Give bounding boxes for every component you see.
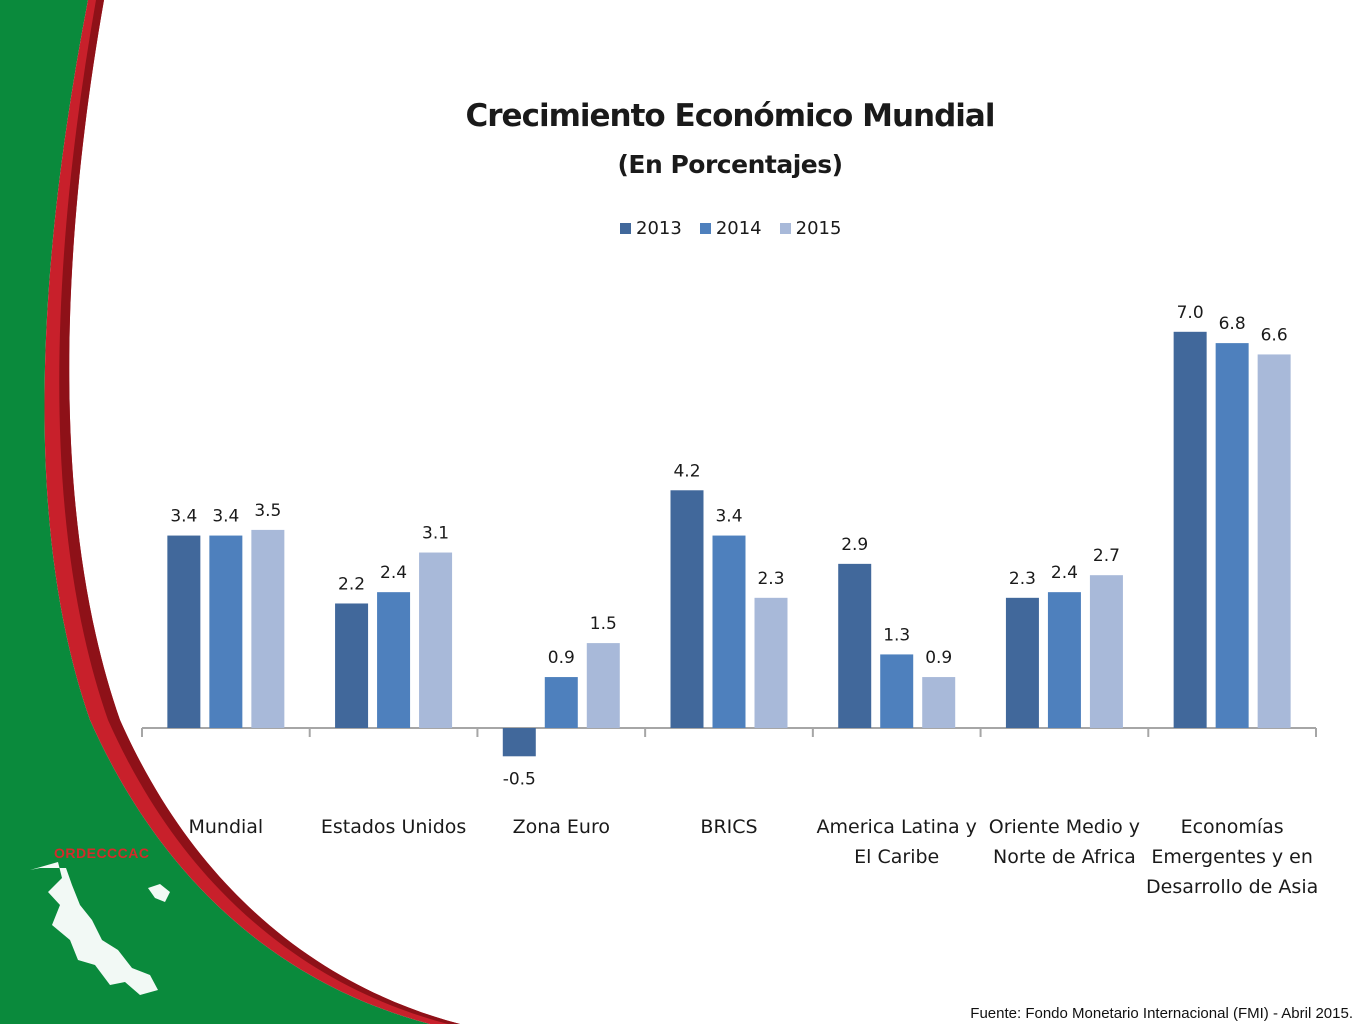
- bar-2014: [880, 654, 914, 728]
- data-label: 4.2: [673, 461, 700, 481]
- legend-item-2015: 2015: [779, 218, 842, 239]
- category-label: Oriente Medio y: [989, 816, 1140, 838]
- category-label: Estados Unidos: [321, 816, 466, 838]
- data-label: 3.4: [170, 507, 197, 527]
- category-label: Mundial: [188, 816, 263, 838]
- bar-2013: [1005, 597, 1039, 728]
- legend-swatch-2013: [620, 223, 631, 234]
- data-label: 2.3: [1009, 569, 1036, 589]
- category-label: Norte de Africa: [993, 846, 1136, 868]
- legend-swatch-2014: [699, 223, 711, 234]
- category-label: El Caribe: [854, 846, 939, 868]
- legend-swatch-2015: [779, 223, 791, 234]
- data-label: 2.4: [380, 563, 407, 583]
- chart-subtitle: (En Porcentajes): [617, 150, 843, 179]
- category-label: Economías: [1181, 816, 1284, 838]
- bar-2015: [586, 643, 620, 728]
- legend-label-2014: 2014: [715, 218, 762, 239]
- data-label: 2.3: [757, 569, 784, 589]
- source-note: Fuente: Fondo Monetario Internacional (F…: [970, 1005, 1353, 1022]
- category-label: Desarrollo de Asia: [1146, 876, 1318, 898]
- data-label: 3.4: [212, 507, 239, 527]
- data-label: 3.4: [715, 507, 742, 527]
- bar-2015: [419, 552, 453, 728]
- bar-2014: [544, 677, 578, 728]
- data-label: 6.8: [1219, 314, 1246, 334]
- data-label: 2.9: [841, 535, 868, 555]
- data-label: 2.2: [338, 574, 365, 594]
- data-label: 6.6: [1261, 325, 1288, 345]
- bar-2013: [335, 603, 369, 728]
- bar-2013: [502, 728, 536, 757]
- bar-2015: [922, 677, 956, 728]
- bar-2014: [209, 535, 243, 728]
- bar-2013: [1173, 331, 1207, 728]
- bar-2014: [712, 535, 746, 728]
- green-swoosh: [0, 0, 430, 1024]
- data-label: 2.7: [1093, 546, 1120, 566]
- category-label: Zona Euro: [513, 816, 610, 838]
- bar-2013: [167, 535, 201, 728]
- bar-2013: [838, 563, 872, 728]
- chart-title: Crecimiento Económico Mundial: [465, 98, 996, 134]
- bar-2014: [1047, 592, 1081, 728]
- bar-2014: [377, 592, 411, 728]
- bar-2015: [1257, 354, 1291, 728]
- legend-label-2015: 2015: [795, 218, 842, 239]
- data-label: -0.5: [503, 769, 536, 789]
- data-label: 0.9: [548, 648, 575, 668]
- legend-item-2014: 2014: [699, 218, 762, 239]
- legend-item-2013: 2013: [620, 218, 682, 239]
- category-label: Emergentes y en: [1151, 846, 1313, 868]
- bar-2015: [251, 529, 285, 728]
- data-label: 1.3: [883, 625, 910, 645]
- data-label: 7.0: [1177, 303, 1204, 323]
- bar-2015: [754, 597, 788, 728]
- bar-2015: [1089, 575, 1123, 728]
- bar-2013: [670, 490, 704, 728]
- data-label: 1.5: [590, 614, 617, 634]
- map-silhouette: [30, 862, 158, 995]
- data-label: 0.9: [925, 648, 952, 668]
- category-label: BRICS: [700, 816, 757, 838]
- bar-2014: [1215, 343, 1249, 728]
- category-label: America Latina y: [817, 816, 977, 838]
- data-label: 2.4: [1051, 563, 1078, 583]
- data-label: 3.1: [422, 524, 449, 544]
- chart-legend: 2013 2014 2015: [620, 218, 841, 239]
- map-island: [148, 884, 170, 902]
- logo-label: ORDECCCAC: [54, 845, 150, 861]
- legend-label-2013: 2013: [636, 218, 682, 239]
- data-label: 3.5: [254, 501, 281, 521]
